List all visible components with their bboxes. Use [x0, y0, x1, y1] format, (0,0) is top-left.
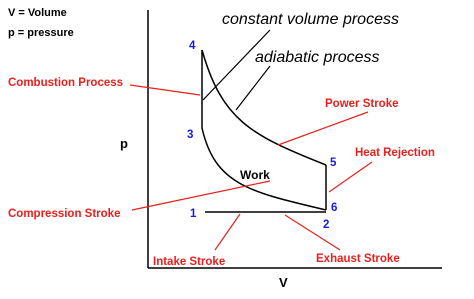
- point-label: 4: [189, 40, 196, 52]
- stroke-label: Compression Stroke: [8, 208, 120, 220]
- pointer: [277, 111, 369, 146]
- y-axis-label: p: [120, 136, 128, 151]
- pointer: [284, 214, 341, 251]
- compression-curve: [201, 127, 327, 211]
- stroke-label: Intake Stroke: [153, 256, 225, 268]
- key-pressure: p = pressure: [8, 27, 74, 39]
- pointer: [202, 29, 271, 101]
- point-label: 3: [187, 129, 193, 141]
- point-label: 5: [330, 157, 337, 169]
- process-label: constant volume process: [222, 11, 399, 28]
- pointer: [328, 161, 373, 193]
- key-volume: V = Volume: [8, 7, 67, 19]
- pointer: [131, 180, 271, 211]
- expansion-curve: [201, 49, 327, 166]
- pointer: [235, 65, 271, 111]
- stroke-label: Exhaust Stroke: [316, 253, 400, 265]
- x-axis-label: V: [279, 275, 288, 290]
- process-label: adiabatic process: [255, 49, 380, 66]
- stroke-label: Heat Rejection: [355, 147, 435, 159]
- pointer: [214, 213, 241, 251]
- stroke-label: Combustion Process: [8, 77, 123, 89]
- work-label: Work: [240, 168, 270, 182]
- point-label: 2: [323, 219, 329, 231]
- point-label: 6: [331, 202, 337, 214]
- point-label: 1: [190, 208, 197, 220]
- stroke-label: Power Stroke: [325, 98, 399, 110]
- pointer: [129, 84, 201, 96]
